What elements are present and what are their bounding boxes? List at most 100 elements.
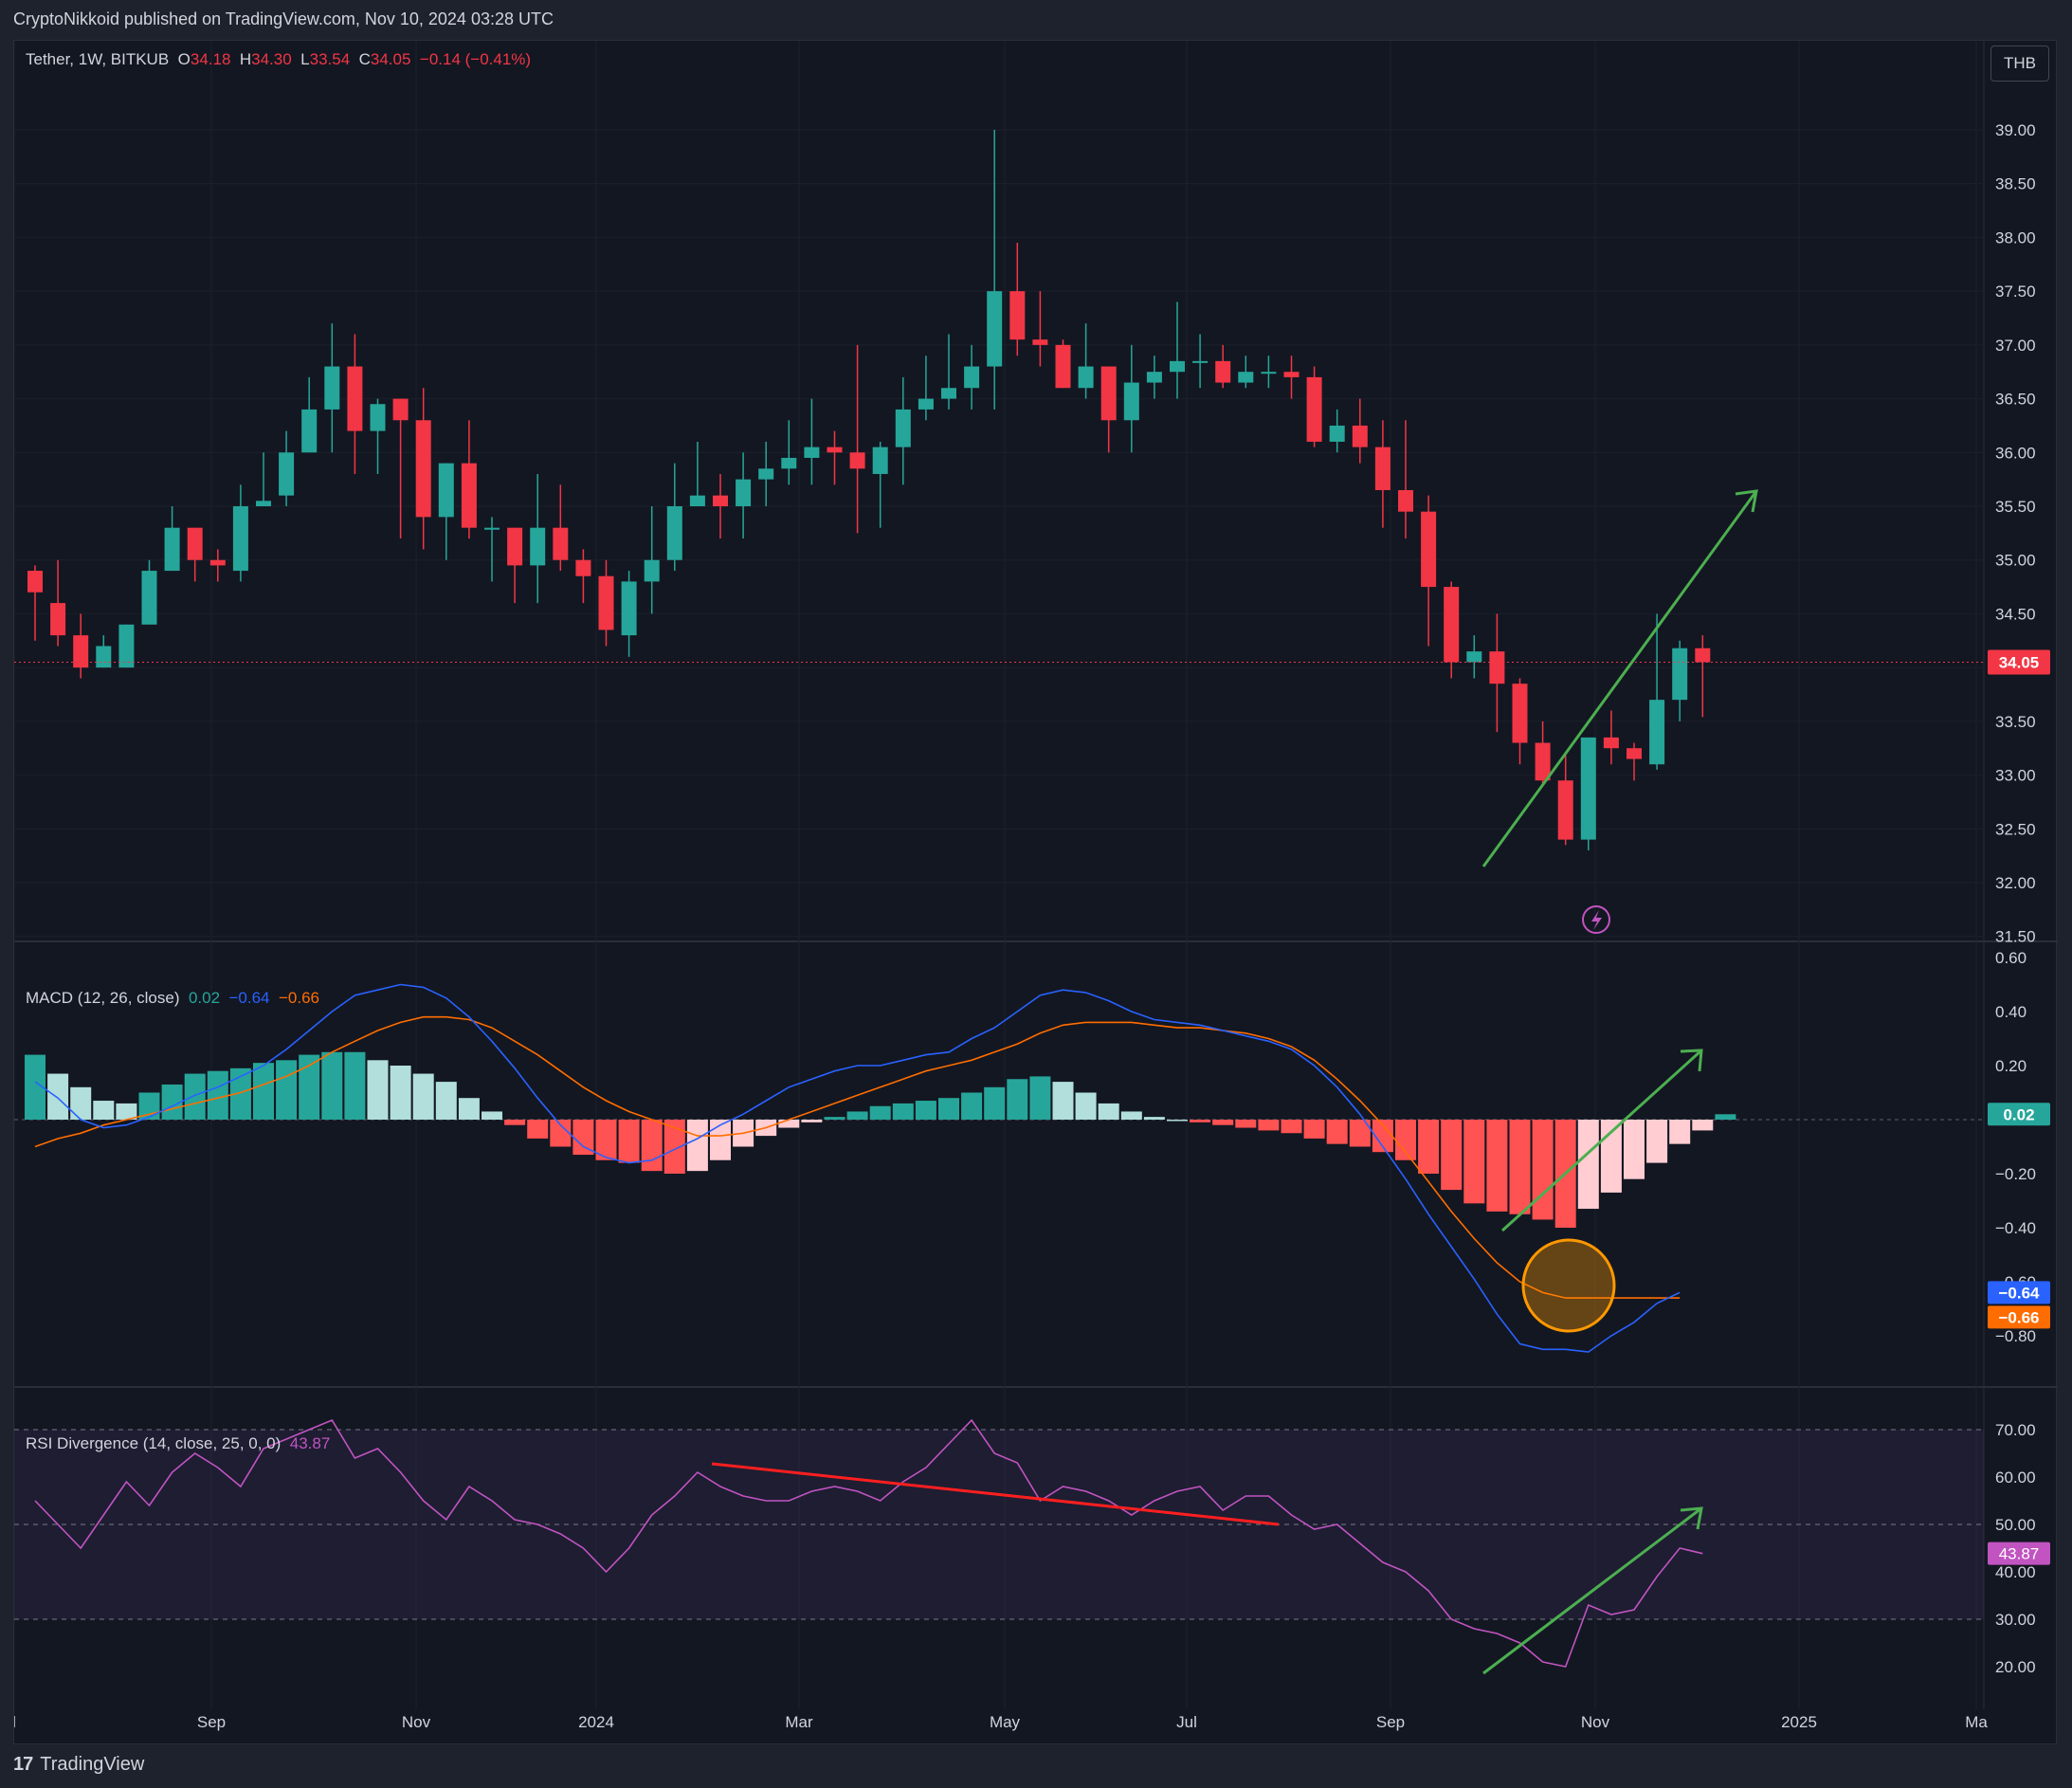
candle-body [872,447,888,474]
rsi-axis-label: 60.00 [1995,1469,2036,1487]
x-axis-label: Nov [1581,1713,1610,1731]
price-axis-label: 36.00 [1995,444,2036,462]
macd-histogram-bar [869,1105,891,1120]
candle-body [758,468,774,480]
candle-body [50,603,66,636]
candle-body [1557,780,1573,840]
x-axis-label: 2024 [578,1713,614,1731]
x-axis-label: Jul [1176,1713,1197,1731]
macd-histogram-bar [961,1092,983,1120]
macd-histogram-bar [641,1120,663,1172]
price-axis-label: 33.50 [1995,713,2036,731]
macd-histogram-bar [663,1120,685,1174]
macd-histogram-bar [1372,1120,1393,1153]
macd-histogram-bar [1258,1120,1280,1131]
candle-body [1306,376,1322,442]
candle-body [987,291,1003,367]
macd-axis-label: 0.60 [1995,949,2027,967]
macd-histogram-bar [161,1084,183,1120]
macd-line [34,983,1681,1353]
symbol-title: Tether, 1W, BITKUB [26,50,170,68]
macd-histogram-bar [504,1120,526,1125]
published-caption: CryptoNikkoid published on TradingView.c… [13,9,554,28]
candle-body [1170,360,1185,373]
price-axis-label: 36.50 [1995,391,2036,409]
rsi-legend[interactable]: RSI Divergence (14, close, 25, 0, 0) 43.… [26,1434,330,1453]
macd-histogram-bar [892,1103,914,1120]
candle-body [507,527,523,566]
macd-histogram-bar [1418,1120,1440,1174]
macd-hist-tag-label: 0.02 [2003,1105,2034,1123]
candle-body [187,527,203,560]
macd-histogram-bar [1669,1120,1691,1144]
macd-axis-label: −0.80 [1995,1327,2036,1345]
candle-body [895,409,911,447]
price-legend[interactable]: Tether, 1W, BITKUB O34.18 H34.30 L33.54 … [26,50,531,69]
lightning-icon-bolt [1591,910,1602,930]
candle-body [804,447,820,458]
candle-body [1444,587,1460,663]
close-label: C [358,50,371,68]
candle-body [736,479,752,506]
macd-histogram-bar [47,1073,69,1120]
macd-histogram-bar [915,1101,936,1120]
macd-histogram-bar [1281,1120,1302,1134]
low-label: L [300,50,310,68]
candle-body [1283,372,1300,377]
macd-histogram-bar [1235,1120,1257,1128]
price-trend-arrowhead [1735,489,1758,513]
macd-histogram-bar [390,1066,411,1120]
candle-body [644,559,660,582]
chart-svg[interactable]: l Sep Nov 2024 Mar May Jul Sep Nov 2025 Ma 39.00 38.… [14,41,2058,1745]
macd-histogram-bar [710,1120,731,1160]
tradingview-logo[interactable]: 17 TradingView [13,1754,144,1776]
rsi-line [34,1418,1703,1668]
macd-histogram-bar [70,1086,92,1120]
macd-axis-label: 0.20 [1995,1057,2027,1075]
candle-body [1489,651,1505,684]
macd-histogram-bar [778,1120,800,1128]
candle-body [415,420,431,518]
candle-body [1078,366,1094,389]
candle-body [1261,372,1277,374]
macd-signal-tag-label: −0.66 [1998,1308,2039,1326]
macd-histogram-bar [435,1082,457,1120]
close-value: 34.05 [370,50,411,68]
candle-body [96,646,112,668]
candle-body [849,452,865,469]
candle-body [347,366,363,431]
macd-histogram-bar [253,1063,274,1120]
macd-histogram-bar [595,1120,617,1160]
macd-line-tag-label: −0.64 [1998,1284,2040,1302]
macd-histogram-bar [1646,1120,1668,1163]
candle-body [1535,742,1551,781]
macd-histogram-bar [1120,1111,1142,1120]
candle-body [1123,382,1139,421]
currency-button[interactable]: THB [1990,46,2049,82]
macd-histogram-bar [1098,1103,1119,1120]
macd-line-value: −0.64 [228,989,270,1007]
candle-body [1215,360,1231,383]
macd-legend[interactable]: MACD (12, 26, close) 0.02 −0.64 −0.66 [26,989,319,1008]
rsi-value-label: 43.87 [1999,1545,2040,1563]
macd-histogram-bar [686,1120,708,1172]
macd-histogram-bar [344,1051,366,1120]
candle-body [575,559,591,576]
price-axis-label: 35.00 [1995,552,2036,570]
candle-body [827,447,843,453]
macd-histogram-bar [1692,1120,1714,1131]
candle-body [27,571,43,593]
candle-body [1466,651,1482,663]
x-axis-label: May [990,1713,1021,1731]
macd-hist-tag [1988,1103,2050,1126]
chart-frame[interactable]: l Sep Nov 2024 Mar May Jul Sep Nov 2025 Ma 39.00 38.… [13,40,2058,1745]
macd-histogram-bar [1052,1082,1074,1120]
x-axis-label: Sep [197,1713,226,1731]
candle-body [1421,511,1437,588]
macd-histogram-bar [984,1086,1006,1120]
price-trend-arrow [1481,490,1758,867]
candle-body [553,527,569,560]
rsi-title: RSI Divergence (14, close, 25, 0, 0) [26,1434,282,1452]
macd-histogram-bar [824,1117,845,1120]
candle-body [1146,372,1162,383]
